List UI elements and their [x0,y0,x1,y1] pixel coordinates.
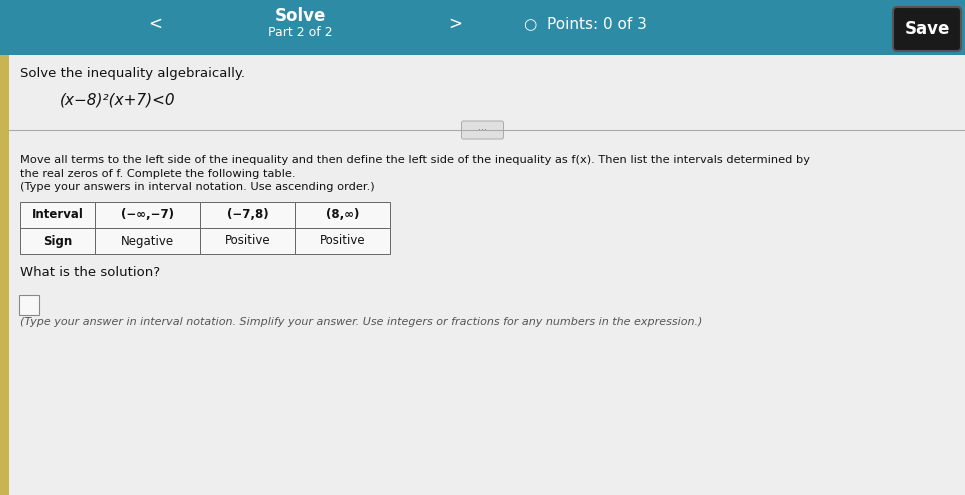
Text: (x−8)²(x+7)<0: (x−8)²(x+7)<0 [60,93,176,107]
FancyBboxPatch shape [461,121,504,139]
Text: <: < [148,15,162,33]
Text: Sign: Sign [42,235,72,248]
Text: >: > [448,15,462,33]
Text: ···: ··· [478,125,487,135]
FancyBboxPatch shape [200,228,295,254]
Text: What is the solution?: What is the solution? [20,265,160,279]
FancyBboxPatch shape [19,295,39,315]
FancyBboxPatch shape [0,55,9,495]
Text: (Type your answer in interval notation. Simplify your answer. Use integers or fr: (Type your answer in interval notation. … [20,317,703,327]
Text: Positive: Positive [319,235,366,248]
Text: (−∞,−7): (−∞,−7) [121,208,174,221]
Text: (Type your answers in interval notation. Use ascending order.): (Type your answers in interval notation.… [20,182,374,192]
FancyBboxPatch shape [20,228,95,254]
FancyBboxPatch shape [0,0,965,55]
Text: ○  Points: 0 of 3: ○ Points: 0 of 3 [524,16,647,32]
Text: Move all terms to the left side of the inequality and then define the left side : Move all terms to the left side of the i… [20,155,810,165]
Text: Positive: Positive [225,235,270,248]
FancyBboxPatch shape [893,7,961,51]
Text: Solve the inequality algebraically.: Solve the inequality algebraically. [20,66,245,80]
Text: Negative: Negative [121,235,174,248]
Text: Save: Save [904,20,950,38]
FancyBboxPatch shape [20,202,95,228]
FancyBboxPatch shape [95,228,200,254]
FancyBboxPatch shape [200,202,295,228]
Text: the real zeros of f. Complete the following table.: the real zeros of f. Complete the follow… [20,169,295,179]
FancyBboxPatch shape [9,55,965,495]
Text: (−7,8): (−7,8) [227,208,268,221]
Text: Solve: Solve [274,7,325,25]
Text: (8,∞): (8,∞) [326,208,359,221]
Text: Part 2 of 2: Part 2 of 2 [267,27,332,40]
FancyBboxPatch shape [95,202,200,228]
Text: Interval: Interval [32,208,83,221]
FancyBboxPatch shape [295,202,390,228]
FancyBboxPatch shape [295,228,390,254]
